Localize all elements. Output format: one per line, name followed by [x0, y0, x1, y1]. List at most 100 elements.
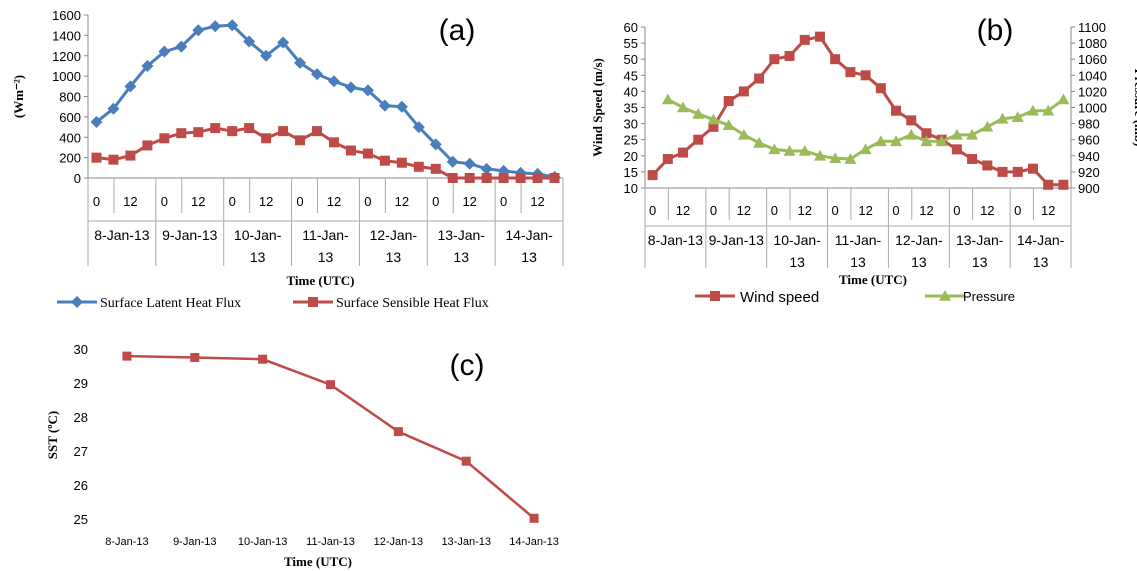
- data-point: [1027, 163, 1038, 174]
- x-hour-tick-label: 12: [530, 194, 544, 209]
- y-tick-label: 50: [624, 52, 638, 67]
- data-point: [107, 102, 120, 115]
- x-hour-tick-label: 0: [649, 203, 656, 218]
- y2-tick-label: 1000: [1078, 101, 1107, 116]
- x-tick-label: 12-Jan-13: [374, 536, 424, 548]
- data-point: [799, 34, 810, 45]
- y-tick-label: 30: [74, 342, 88, 357]
- x-hour-tick-label: 0: [1014, 203, 1021, 218]
- data-point: [997, 166, 1008, 177]
- y-tick-label: 55: [624, 36, 638, 51]
- y-axis-title: Wind Speed (m/s): [590, 58, 605, 157]
- x-hour-tick-label: 12: [1041, 203, 1055, 218]
- data-point: [935, 135, 948, 147]
- data-point: [1057, 93, 1070, 105]
- x-day-label: 13: [850, 254, 866, 270]
- data-point: [447, 173, 458, 183]
- legend-marker: [939, 290, 951, 301]
- y-tick-label: 20: [624, 149, 638, 164]
- data-point: [344, 81, 357, 94]
- data-point: [210, 123, 221, 134]
- data-point: [379, 155, 390, 166]
- data-point: [784, 50, 795, 61]
- x-day-label: 8-Jan-13: [648, 232, 703, 248]
- y2-tick-label: 960: [1078, 133, 1100, 148]
- y-tick-label: 30: [624, 117, 638, 132]
- y-tick-label: 1600: [52, 8, 81, 23]
- x-day-label: 9-Jan-13: [162, 227, 217, 243]
- y2-tick-label: 900: [1078, 181, 1100, 196]
- data-point: [261, 133, 272, 144]
- data-point: [829, 152, 842, 164]
- y-tick-label: 25: [74, 512, 88, 527]
- data-point: [982, 160, 993, 171]
- data-point: [754, 73, 765, 84]
- y-tick-label: 25: [624, 133, 638, 148]
- data-point: [996, 112, 1009, 124]
- data-point: [890, 135, 903, 147]
- x-axis-title: Time (UTC): [286, 273, 354, 288]
- data-point: [461, 456, 471, 466]
- data-point: [294, 56, 307, 69]
- x-hour-tick-label: 12: [676, 203, 690, 218]
- x-hour-tick-label: 12: [191, 194, 205, 209]
- data-point: [227, 126, 238, 137]
- data-point: [361, 84, 374, 97]
- data-point: [141, 59, 154, 72]
- data-point: [326, 380, 335, 390]
- y-tick-label: 400: [59, 130, 81, 145]
- x-tick-label: 13-Jan-13: [441, 536, 491, 548]
- y2-tick-label: 1100: [1078, 20, 1106, 35]
- x-hour-tick-label: 0: [771, 203, 778, 218]
- x-day-label: 10-Jan-: [234, 227, 282, 243]
- x-hour-tick-label: 0: [953, 203, 960, 218]
- data-point: [1026, 104, 1039, 116]
- data-point: [159, 133, 170, 144]
- data-point: [845, 67, 856, 78]
- data-point: [226, 19, 239, 32]
- y2-tick-label: 980: [1078, 117, 1100, 132]
- x-day-label: 13-Jan-: [437, 227, 485, 243]
- data-point: [798, 144, 811, 156]
- x-day-label: 14-Jan-: [1017, 232, 1065, 248]
- legend-marker: [308, 297, 318, 307]
- data-point: [395, 100, 408, 113]
- x-day-label: 13: [386, 249, 402, 265]
- data-point: [753, 136, 766, 148]
- y-tick-label: 26: [74, 478, 88, 493]
- y2-tick-label: 1080: [1078, 36, 1107, 51]
- data-point: [844, 153, 857, 164]
- data-point: [1058, 179, 1069, 190]
- y2-tick-label: 1040: [1078, 68, 1107, 83]
- data-point: [209, 20, 222, 33]
- x-hour-tick-label: 0: [710, 203, 717, 218]
- x-tick-label: 11-Jan-13: [306, 536, 355, 548]
- data-point: [190, 352, 200, 362]
- panel-label: (a): [439, 14, 476, 47]
- x-day-label: 12-Jan-: [895, 232, 943, 248]
- data-point: [860, 70, 871, 81]
- x-hour-tick-label: 0: [432, 194, 439, 209]
- data-point: [906, 115, 917, 126]
- data-point: [951, 144, 962, 155]
- data-point: [859, 143, 872, 155]
- x-tick-label: 8-Jan-13: [105, 536, 148, 548]
- x-hour-tick-label: 0: [500, 194, 507, 209]
- x-hour-tick-label: 12: [858, 203, 872, 218]
- y-tick-label: 200: [59, 151, 81, 166]
- data-point: [481, 173, 492, 183]
- x-day-label: 10-Jan-: [773, 232, 821, 248]
- x-hour-tick-label: 0: [296, 194, 303, 209]
- panel-label: (b): [977, 14, 1014, 47]
- x-hour-tick-label: 0: [892, 203, 899, 218]
- data-point: [413, 161, 424, 172]
- data-point: [258, 354, 268, 364]
- y-tick-label: 1000: [52, 69, 81, 84]
- x-hour-tick-label: 12: [462, 194, 476, 209]
- data-point: [295, 135, 306, 146]
- y2-axis-title: Pressure (mb): [1132, 69, 1137, 147]
- data-point: [464, 173, 475, 183]
- data-point: [891, 105, 902, 116]
- x-day-label: 13: [911, 254, 927, 270]
- x-day-label: 13: [1033, 254, 1049, 270]
